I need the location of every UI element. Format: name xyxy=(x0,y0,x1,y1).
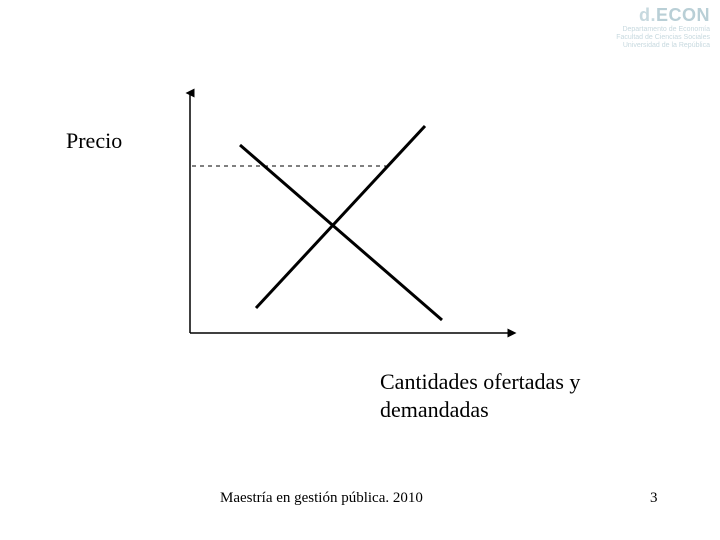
supply-line xyxy=(256,126,425,308)
supply-demand-chart xyxy=(0,0,720,540)
